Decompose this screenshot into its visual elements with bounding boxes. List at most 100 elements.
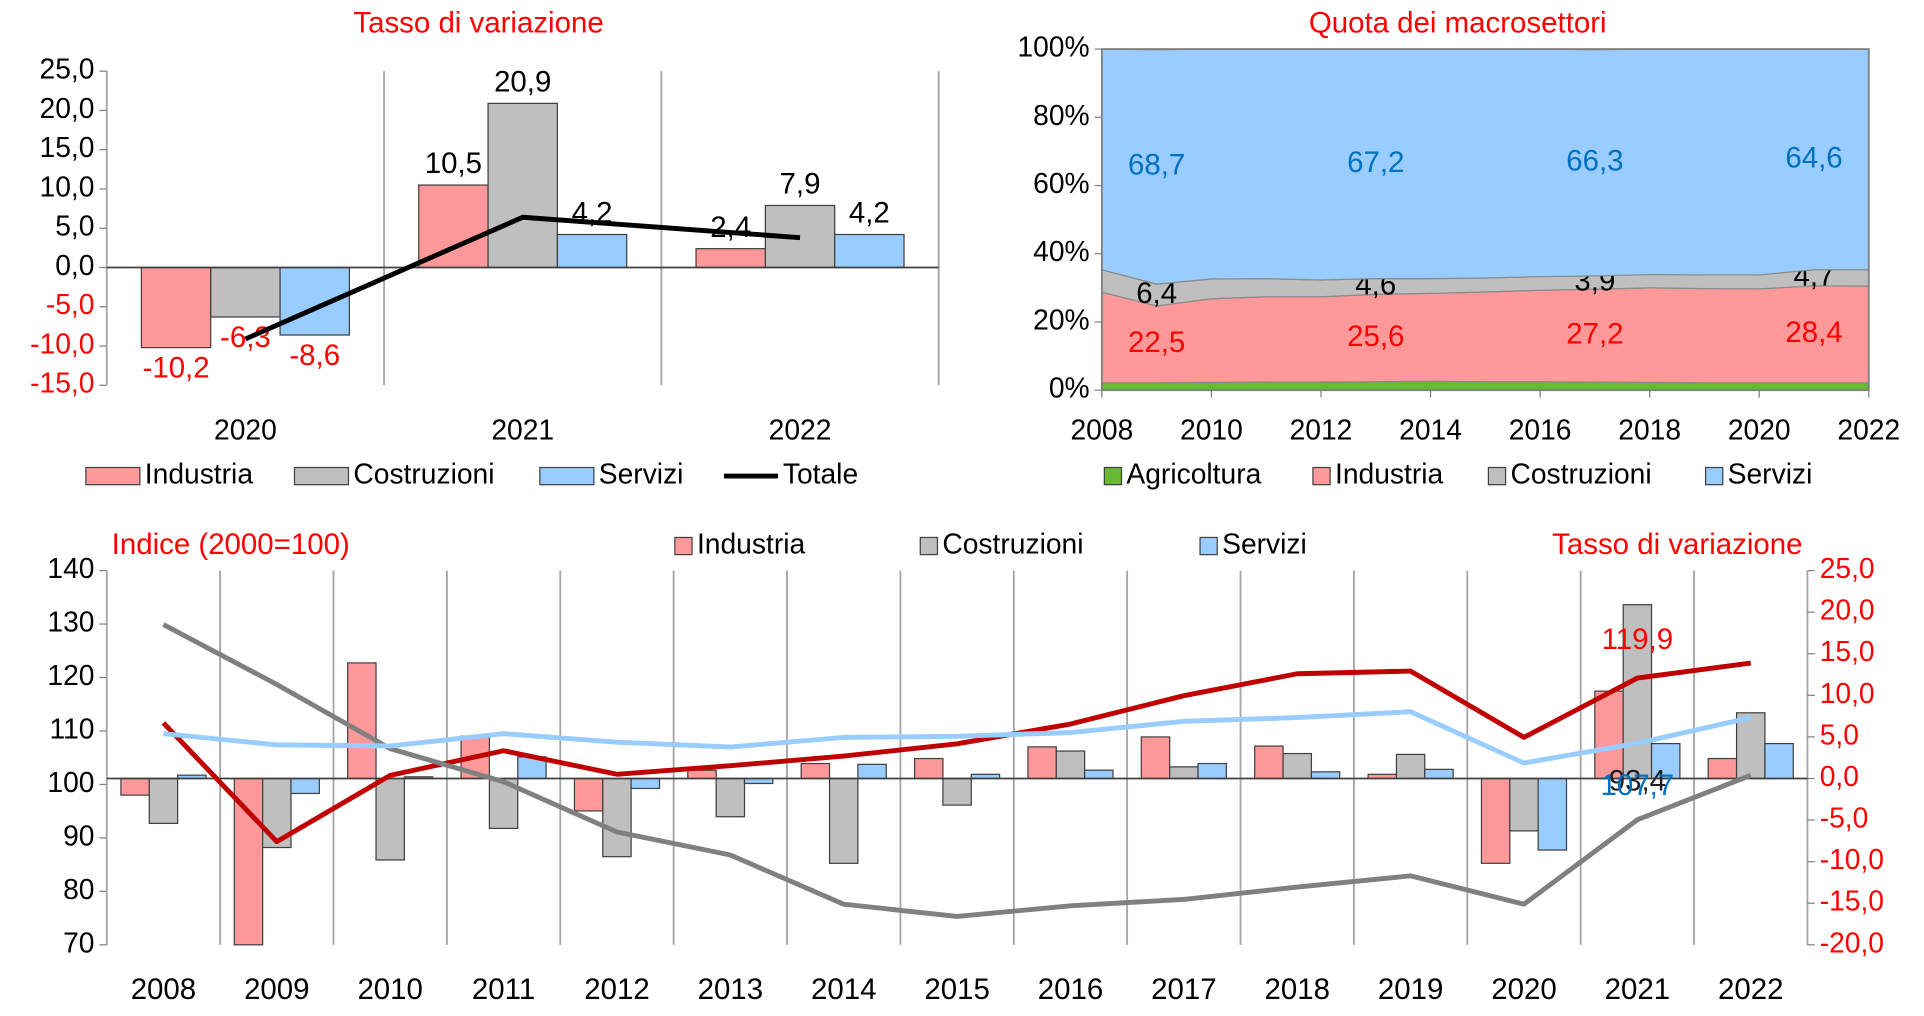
x-tick-label: 2020 [1491, 973, 1557, 1006]
bar [1310, 771, 1341, 780]
tick-label: -15,0 [1820, 885, 1884, 917]
bar [573, 777, 604, 812]
data-label: -10,2 [143, 351, 210, 384]
data-label: 2,4 [710, 211, 751, 244]
x-tick-label: 2010 [357, 973, 423, 1006]
x-tick-label: 2015 [924, 973, 990, 1006]
data-label: 25,6 [1347, 320, 1404, 353]
tick-label: 0% [1049, 372, 1090, 404]
bar [602, 777, 632, 858]
bar [487, 102, 558, 269]
x-tick-label: 2017 [1151, 973, 1217, 1006]
tick-label: 25,0 [40, 53, 95, 85]
tick-label: 10,0 [1820, 677, 1875, 709]
data-label: 93,4 [1609, 765, 1666, 798]
tick-label: 20,0 [40, 92, 95, 124]
line [161, 660, 1752, 845]
tick-label: 15,0 [40, 131, 95, 163]
x-tick-label: 2019 [1378, 973, 1444, 1006]
data-label: 68,7 [1128, 149, 1185, 182]
x-tick-label: 2022 [1837, 413, 1900, 445]
bar [1594, 690, 1624, 780]
x-tick-label: 2020 [214, 413, 277, 445]
bar [834, 233, 905, 269]
area [1101, 285, 1870, 384]
legend-label: Totale [783, 458, 858, 490]
bar [120, 777, 150, 796]
data-label: -8,6 [289, 339, 340, 372]
data-label: 4,2 [849, 197, 890, 230]
data-label: 107,7 [1601, 769, 1675, 802]
legend-label: Costruzioni [1510, 458, 1651, 490]
tick-label: 0,0 [55, 249, 94, 281]
x-tick-label: 2008 [1070, 413, 1133, 445]
x-tick-label: 2014 [1399, 413, 1462, 445]
tick-label: 100% [1017, 31, 1089, 63]
tick-label: 0,0 [1820, 760, 1859, 792]
data-label: 10,5 [425, 147, 482, 180]
bar [942, 777, 972, 806]
tick-label: 70 [63, 926, 94, 958]
tick-label: -10,0 [1820, 843, 1884, 875]
x-tick-label: 2020 [1728, 413, 1791, 445]
legend-label: Costruzioni [942, 527, 1083, 559]
tick-label: 10,0 [40, 170, 95, 202]
legend-label: Agricoltura [1126, 458, 1261, 490]
data-label: 64,6 [1785, 141, 1842, 174]
tick-label: 20,0 [1820, 594, 1875, 626]
bar [695, 248, 766, 269]
line [244, 214, 801, 342]
x-tick-label: 2013 [698, 973, 763, 1006]
bar [857, 763, 887, 780]
plot-border [1100, 48, 1870, 392]
bar [630, 777, 661, 790]
x-tick-label: 2022 [769, 413, 832, 445]
x-tick-label: 2018 [1618, 413, 1681, 445]
bar [1282, 752, 1313, 780]
legend-label: Servizi [1222, 527, 1307, 559]
bar [1395, 753, 1426, 780]
legend-swatch [539, 466, 595, 486]
tick-label: 60% [1033, 167, 1089, 199]
y-axis-title: Indice (2000=100) [112, 528, 350, 561]
tick-label: 15,0 [1820, 635, 1875, 667]
y2-axis-title: Tasso di variazione [1552, 528, 1802, 561]
bar [279, 266, 351, 336]
tick-label: 5,0 [55, 210, 94, 242]
x-tick-label: 2014 [811, 973, 877, 1006]
legend-swatch [1704, 466, 1724, 486]
legend-label: Servizi [1728, 458, 1813, 490]
legend-label: Industria [697, 527, 806, 559]
data-label: 67,2 [1347, 146, 1404, 179]
legend-swatch [1312, 466, 1331, 486]
tick-label: -5,0 [1820, 802, 1869, 834]
x-tick-label: 2021 [1605, 973, 1671, 1006]
data-label: 22,5 [1128, 326, 1185, 359]
legend-swatch [674, 536, 693, 556]
line [163, 709, 1752, 766]
x-tick-label: 2021 [491, 413, 554, 445]
bar [800, 762, 831, 780]
legend-label: Servizi [599, 458, 684, 490]
tick-label: 100 [47, 766, 94, 798]
legend-label: Costruzioni [353, 458, 494, 490]
bar [828, 777, 859, 864]
legend-swatch [85, 466, 141, 486]
legend-label: Industria [145, 458, 254, 490]
chart-title: Quota dei macrosettori [1309, 6, 1607, 39]
legend-swatch [1487, 466, 1507, 486]
x-tick-label: 2008 [131, 973, 197, 1006]
x-tick-label: 2009 [244, 973, 309, 1006]
x-tick-label: 2016 [1038, 973, 1104, 1006]
bar [148, 777, 179, 825]
bar [1509, 777, 1539, 832]
line [162, 622, 1752, 919]
bar [1650, 742, 1681, 780]
data-label: 28,4 [1785, 316, 1842, 349]
bar [1084, 769, 1114, 780]
data-label: 119,9 [1602, 623, 1673, 656]
data-label: 66,3 [1566, 145, 1623, 178]
bar [375, 777, 405, 861]
tick-label: 40% [1033, 235, 1089, 267]
